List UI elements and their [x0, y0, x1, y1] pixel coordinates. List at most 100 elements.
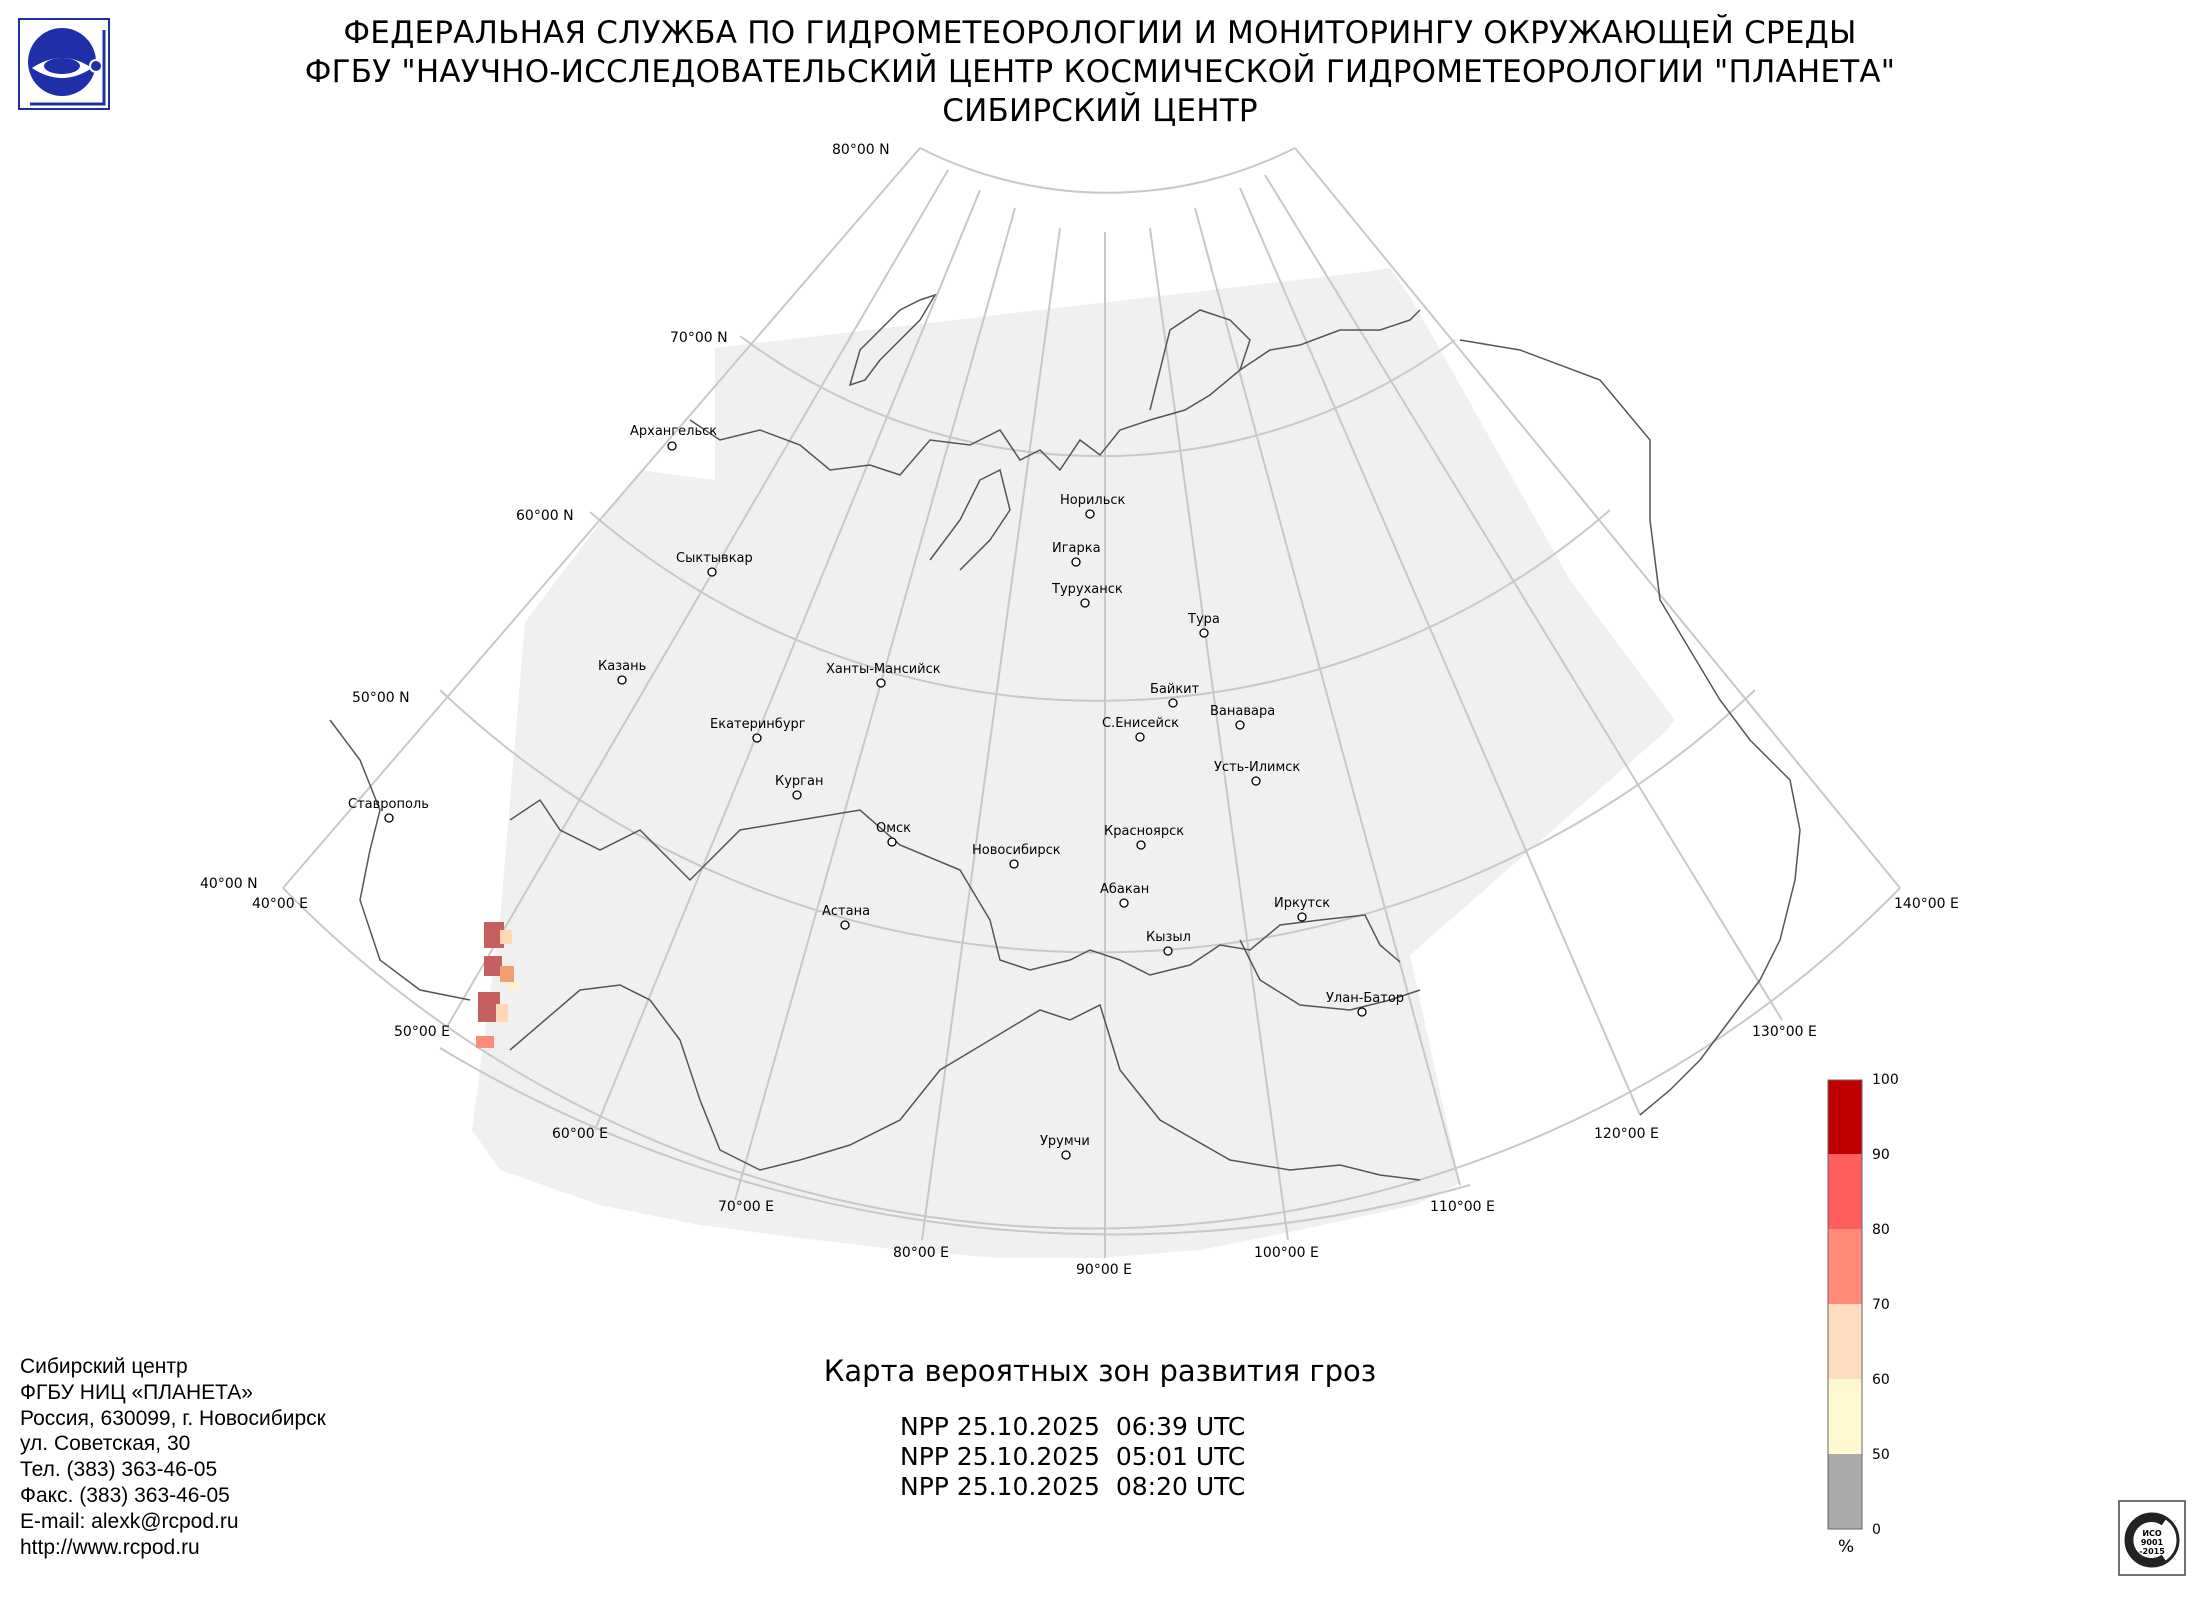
graticule-labels: 80°00 N 70°00 N 60°00 N 50°00 N 40°00 N …: [200, 142, 1959, 1278]
iso-text-2: 9001: [2141, 1538, 2164, 1547]
legend-swatch-60-70: [1828, 1304, 1862, 1379]
city-label-igarka: Игарка: [1052, 541, 1101, 556]
kazakhstan-russia-border: [509, 798, 1401, 976]
satellite-passes: NPP 25.10.2025 06:39 UTC NPP 25.10.2025 0…: [900, 1412, 1245, 1502]
city-label-tura: Тура: [1187, 612, 1220, 627]
lon-label-40: 40°00 E: [252, 896, 308, 912]
zone-cell: [484, 956, 502, 976]
legend-swatch-50-60: [1828, 1379, 1862, 1454]
east-coast: [1459, 339, 1801, 1116]
longitude-grid: [282, 147, 1901, 1258]
zone-cell: [496, 1004, 508, 1022]
zone-cell: [476, 1036, 494, 1048]
probability-legend: 100 90 80 70 60 50 0 %: [1827, 1072, 1899, 1557]
contact-line: Факс. (383) 363-46-05: [20, 1483, 230, 1507]
iso-text-1: ИСО: [2142, 1529, 2162, 1538]
city-label-irkutsk: Иркутск: [1274, 896, 1330, 911]
meridian-50: [447, 169, 949, 1026]
lat-arc-40: [282, 887, 1901, 1230]
contact-website-link[interactable]: http://www.rcpod.ru: [20, 1535, 200, 1559]
yamal: [929, 468, 1011, 571]
lat-arc-outer: [439, 1047, 1471, 1236]
city-label-kurgan: Курган: [775, 774, 823, 789]
legend-tick-80: 80: [1872, 1222, 1890, 1238]
legend-tick-50: 50: [1872, 1447, 1890, 1463]
legend-swatch-90-100: [1828, 1080, 1862, 1154]
city-label-kyzyl: Кызыл: [1146, 930, 1191, 945]
lat-arc-60: [589, 509, 1611, 702]
pass-line: NPP 25.10.2025 06:39 UTC: [900, 1412, 1246, 1441]
lat-label-60: 60°00 N: [516, 508, 574, 524]
coverage-area: [472, 268, 1675, 1258]
lon-label-90: 90°00 E: [1076, 1262, 1132, 1278]
taymyr: [1149, 309, 1251, 411]
iso-text-3: -2015: [2139, 1547, 2165, 1556]
meridian-40: [282, 147, 921, 889]
lat-label-80: 80°00 N: [832, 142, 890, 158]
roshydromet-logo-icon: [18, 18, 110, 110]
city-label-s-yeniseysk: С.Енисейск: [1102, 716, 1179, 731]
meridian-100: [1149, 227, 1289, 1241]
city-label-omsk: Омск: [876, 821, 911, 836]
contact-info: Сибирский центр ФГБУ НИЦ «ПЛАНЕТА» Росси…: [20, 1354, 326, 1560]
city-label-ust-ilimsk: Усть-Илимск: [1214, 760, 1300, 775]
legend-swatch-70-80: [1828, 1229, 1862, 1304]
novaya-zemlya: [848, 293, 937, 387]
arctic-coast: [689, 309, 1421, 476]
legend-swatch-80-90: [1828, 1154, 1862, 1229]
contact-line: ул. Советская, 30: [20, 1432, 191, 1456]
city-label-stavropol: Ставрополь: [348, 797, 429, 812]
lat-arc-80: [919, 147, 1296, 194]
map-title: Карта вероятных зон развития гроз: [823, 1354, 1377, 1388]
lon-label-110: 110°00 E: [1430, 1199, 1495, 1215]
meridian-70: [734, 207, 1016, 1201]
contact-line: ФГБУ НИЦ «ПЛАНЕТА»: [20, 1380, 253, 1404]
lon-label-130: 130°00 E: [1752, 1024, 1817, 1040]
coastlines-and-borders: [329, 293, 1801, 1181]
lat-label-50: 50°00 N: [352, 690, 410, 706]
mongolia-border: [1239, 939, 1421, 1011]
header-line-3: СИБИРСКИЙ ЦЕНТР: [942, 93, 1258, 129]
city-label-ulan-bator: Улан-Батор: [1326, 991, 1404, 1006]
contact-line: Россия, 630099, г. Новосибирск: [20, 1406, 326, 1430]
legend-tick-100: 100: [1872, 1072, 1899, 1088]
contact-email[interactable]: E-mail: alexk@rcpod.ru: [20, 1509, 239, 1533]
city-label-vanavara: Ванавара: [1210, 704, 1275, 719]
lon-label-120: 120°00 E: [1594, 1126, 1659, 1142]
meridian-130: [1264, 174, 1783, 1021]
pass-line: NPP 25.10.2025 08:20 UTC: [900, 1472, 1246, 1501]
zone-cell: [478, 992, 500, 1022]
city-label-kazan: Казань: [598, 659, 646, 674]
legend-swatch-0-50: [1828, 1454, 1862, 1529]
contact-line: Тел. (383) 363-46-05: [20, 1458, 218, 1482]
lon-label-80: 80°00 E: [893, 1245, 949, 1261]
thunderstorm-zones: [476, 922, 520, 1048]
lat-arc-70: [739, 335, 1456, 458]
city-label-syktyvkar: Сыктывкар: [676, 551, 753, 566]
city-label-urumqi: Урумчи: [1040, 1134, 1090, 1149]
city-label-khanty-mansiysk: Ханты-Мансийск: [826, 662, 941, 677]
lon-label-140: 140°00 E: [1894, 896, 1959, 912]
legend-tick-90: 90: [1872, 1147, 1890, 1163]
city-label-baykit: Байкит: [1150, 682, 1200, 697]
city-label-novosibirsk: Новосибирск: [972, 843, 1061, 858]
city-label-astana: Астана: [822, 904, 870, 919]
meridian-60: [594, 189, 981, 1131]
city-label-abakan: Абакан: [1100, 882, 1149, 897]
city-label-norilsk: Норильск: [1060, 493, 1126, 508]
lat-label-70: 70°00 N: [670, 330, 728, 346]
legend-tick-60: 60: [1872, 1372, 1890, 1388]
lon-label-50: 50°00 E: [394, 1024, 450, 1040]
city-labels: Архангельск Сыктывкар Казань Ставрополь …: [348, 424, 1404, 1149]
city-label-turukhansk: Туруханск: [1051, 582, 1123, 597]
china-border: [509, 984, 1421, 1181]
header-line-1: ФЕДЕРАЛЬНАЯ СЛУЖБА ПО ГИДРОМЕТЕОРОЛОГИИ …: [343, 15, 1857, 51]
city-label-yekaterinburg: Екатеринбург: [710, 717, 806, 732]
lon-label-60: 60°00 E: [552, 1126, 608, 1142]
legend-unit: %: [1838, 1537, 1854, 1557]
page-header: ФЕДЕРАЛЬНАЯ СЛУЖБА ПО ГИДРОМЕТЕОРОЛОГИИ …: [0, 14, 2200, 131]
lon-label-70: 70°00 E: [718, 1199, 774, 1215]
header-line-2: ФГБУ "НАУЧНО-ИССЛЕДОВАТЕЛЬСКИЙ ЦЕНТР КОС…: [304, 54, 1896, 90]
meridian-140: [1294, 147, 1901, 889]
